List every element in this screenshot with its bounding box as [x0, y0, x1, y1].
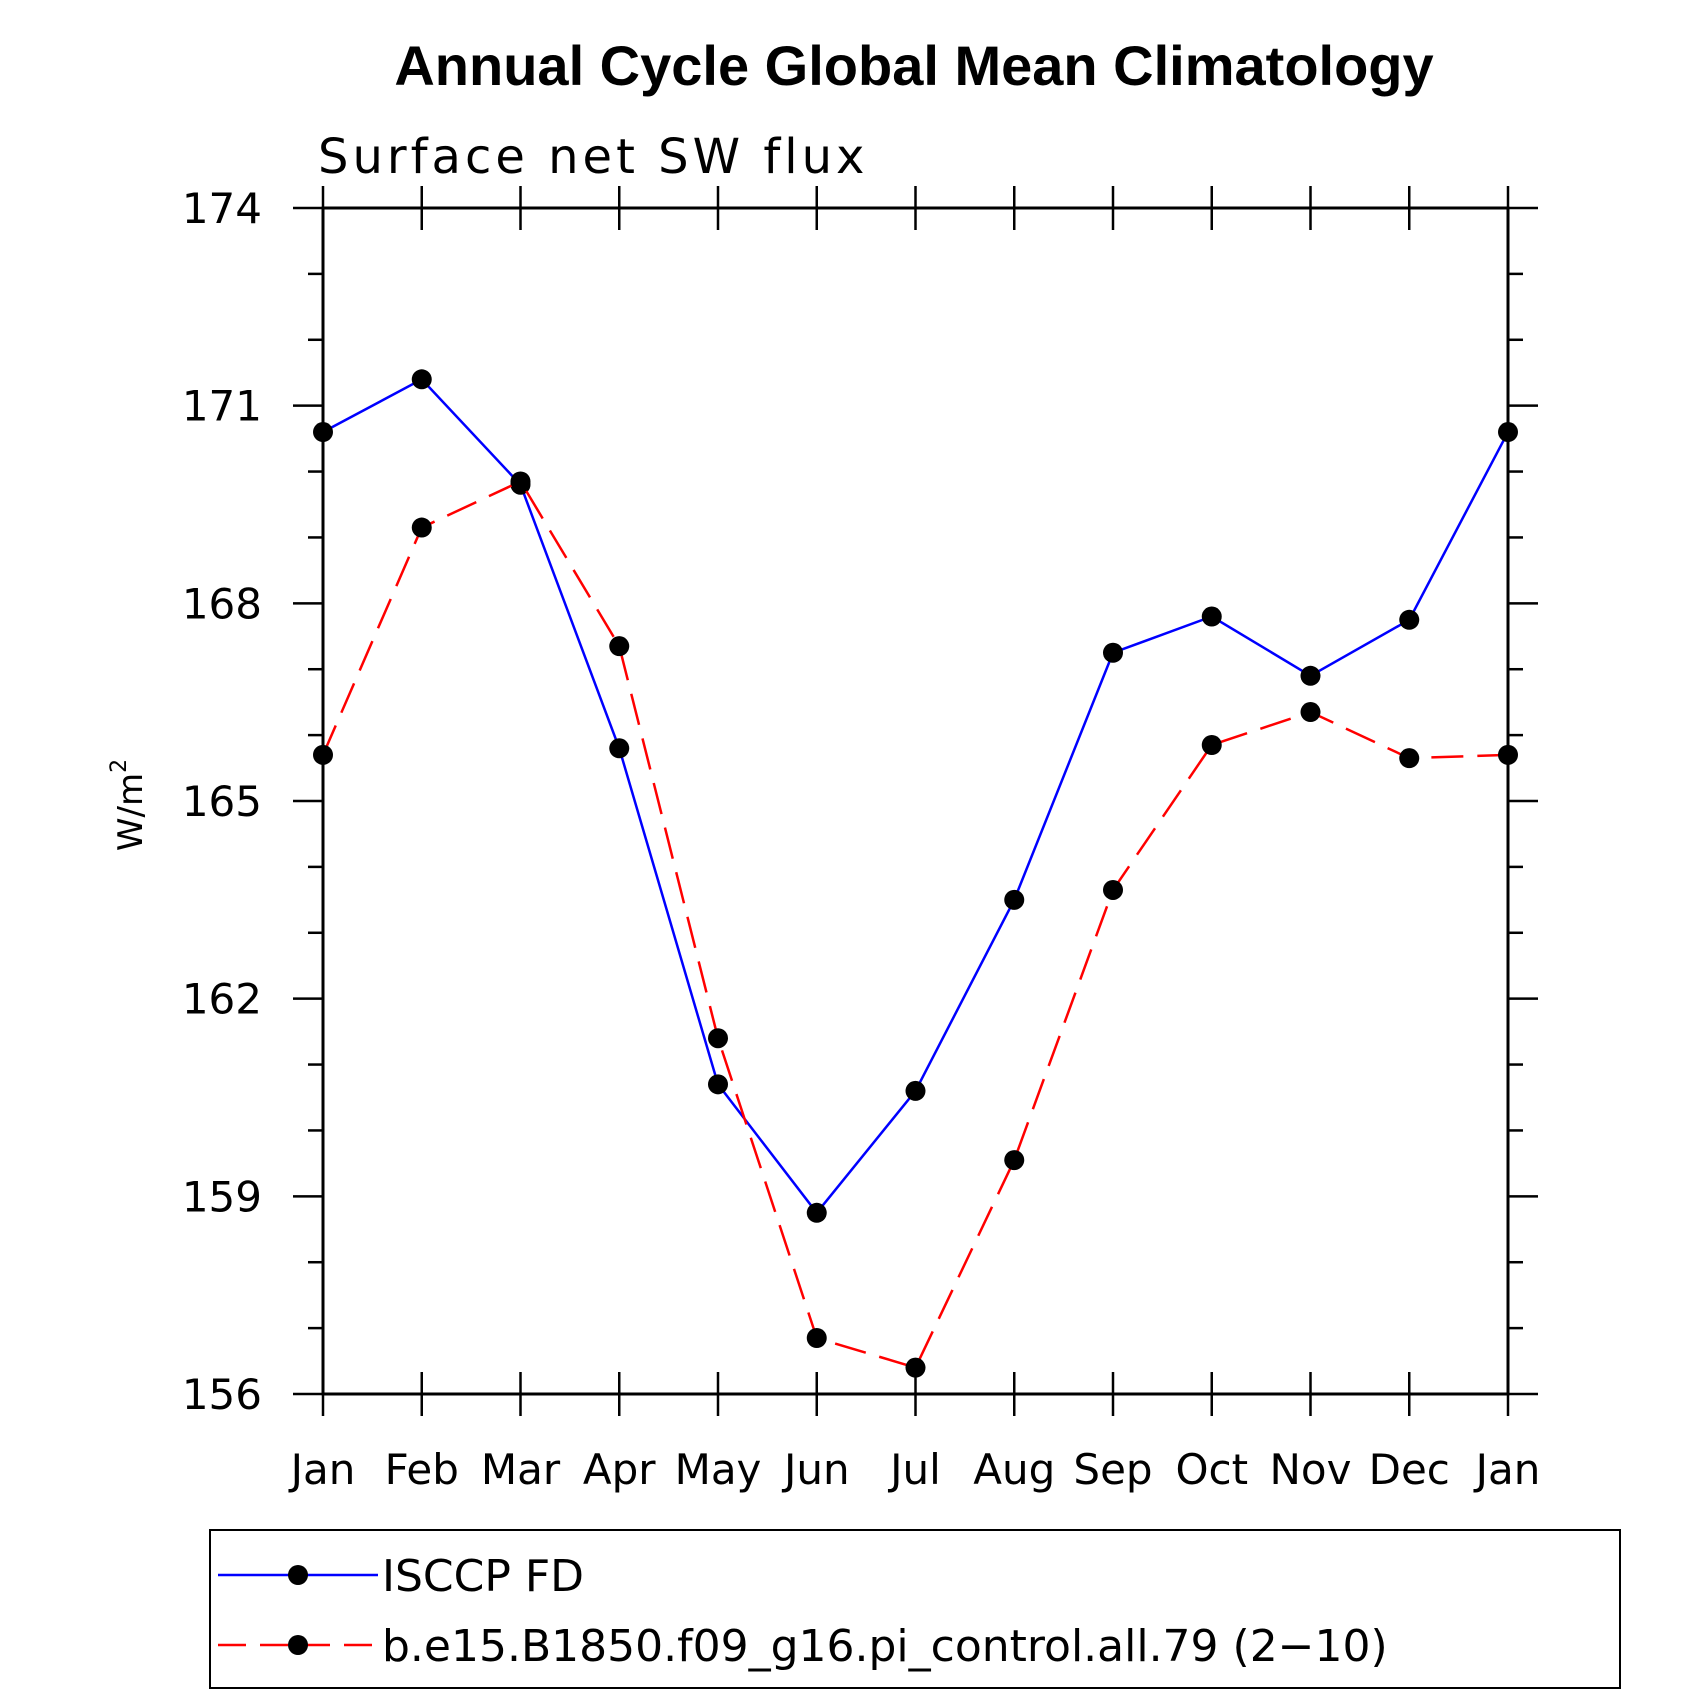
- series-1-point: [1300, 665, 1321, 686]
- y-axis-label: W/m2: [107, 759, 151, 851]
- data-series: [313, 369, 1518, 1378]
- y-tick-label: 171: [182, 382, 262, 431]
- plot-frame: [321, 206, 1510, 1396]
- x-tick-label: Feb: [385, 1445, 459, 1494]
- y-tick-label: 162: [182, 975, 262, 1024]
- series-2-point: [905, 1357, 926, 1378]
- chart-subtitle: Surface net SW flux: [318, 129, 868, 185]
- series-1-point: [806, 1202, 827, 1223]
- x-tick-label: May: [675, 1445, 762, 1494]
- series-1-point: [1103, 642, 1123, 663]
- series-2-point: [1498, 744, 1518, 765]
- series-2-point: [510, 471, 531, 492]
- x-tick-label: Apr: [583, 1445, 656, 1494]
- x-tick-label: Mar: [481, 1445, 561, 1494]
- series-2-point: [1300, 702, 1321, 723]
- x-tick-label: Jul: [887, 1445, 941, 1494]
- legend-marker-2: [288, 1635, 308, 1655]
- x-tick-label: Nov: [1270, 1445, 1352, 1494]
- axis-ticks: [293, 186, 1538, 1416]
- legend-box: [209, 1529, 1621, 1689]
- y-tick-label: 165: [182, 777, 262, 826]
- legend: ISCCP FD b.e15.B1850.f09_g16.pi_control.a…: [209, 1529, 1621, 1689]
- series-2-point: [1103, 879, 1123, 900]
- legend-label-2: b.e15.B1850.f09_g16.pi_control.all.79 (2…: [382, 1621, 1388, 1672]
- series-2-point: [806, 1327, 827, 1348]
- x-tick-label: Jun: [781, 1445, 850, 1494]
- series-1-point: [1201, 606, 1222, 627]
- y-tick-label: 168: [182, 579, 262, 628]
- x-tick-label: Jan: [1473, 1445, 1541, 1494]
- x-tick-label: Aug: [973, 1445, 1055, 1494]
- y-axis-label-superscript: 2: [107, 759, 132, 773]
- series-1-point: [609, 738, 630, 759]
- legend-entries: ISCCP FD b.e15.B1850.f09_g16.pi_control.a…: [218, 1551, 1388, 1672]
- series-2-point: [609, 636, 630, 657]
- series-2-point: [1201, 734, 1222, 755]
- series-2-point: [1399, 748, 1420, 769]
- series-2-point: [708, 1028, 728, 1049]
- x-tick-label: Dec: [1369, 1445, 1450, 1494]
- y-tick-label: 156: [182, 1370, 262, 1419]
- series-1-point: [1399, 609, 1420, 630]
- series-1-point: [1498, 422, 1518, 443]
- series-2-point: [1004, 1150, 1025, 1171]
- legend-marker-1: [288, 1565, 308, 1585]
- x-tick-label: Sep: [1073, 1445, 1152, 1494]
- x-tick-label: Oct: [1175, 1445, 1248, 1494]
- legend-label-1: ISCCP FD: [382, 1551, 584, 1602]
- series-1-point: [1004, 889, 1025, 910]
- y-tick-label: 159: [182, 1172, 262, 1221]
- series-2-point: [411, 517, 432, 538]
- chart-title: Annual Cycle Global Mean Climatology: [394, 34, 1433, 97]
- series-1-point: [313, 422, 333, 443]
- series-line-2: [321, 479, 1509, 1370]
- y-tick-labels: 156 159 162 165 168 171 174: [182, 184, 262, 1419]
- series-1-point: [905, 1080, 926, 1101]
- series-1-point: [708, 1074, 728, 1095]
- series-1-point: [411, 369, 432, 390]
- x-tick-label: Jan: [288, 1445, 356, 1494]
- x-tick-labels: Jan Feb Mar Apr May Jun Jul Aug Sep Oct Nov Dec Jan: [288, 1445, 1541, 1494]
- y-tick-label: 174: [182, 184, 262, 233]
- y-axis-label-text: W/m: [111, 773, 151, 851]
- series-2-point: [313, 744, 333, 765]
